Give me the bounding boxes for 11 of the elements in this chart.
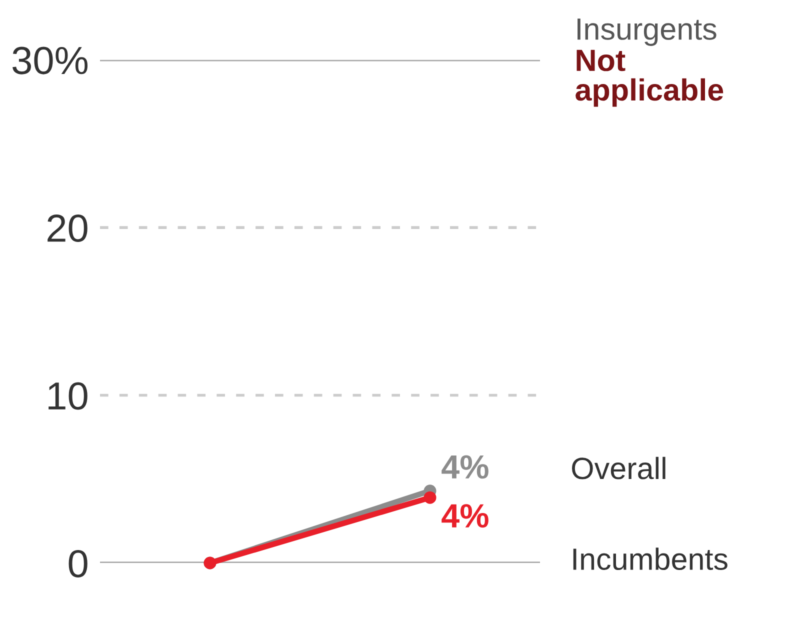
y-tick-label: 20 (48, 214, 88, 242)
y-tick-label: 10 (48, 382, 88, 410)
y-tick-label: 0 (68, 550, 88, 578)
text: Incumbents (573, 548, 728, 570)
data-label: 4% (442, 455, 488, 479)
text: Insurgents (578, 18, 716, 46)
y-tick-label: 30% (12, 46, 88, 74)
point (424, 491, 436, 504)
text: Not applicable (576, 50, 724, 107)
text: Overall (572, 456, 666, 480)
data-label: 4% (442, 504, 488, 528)
